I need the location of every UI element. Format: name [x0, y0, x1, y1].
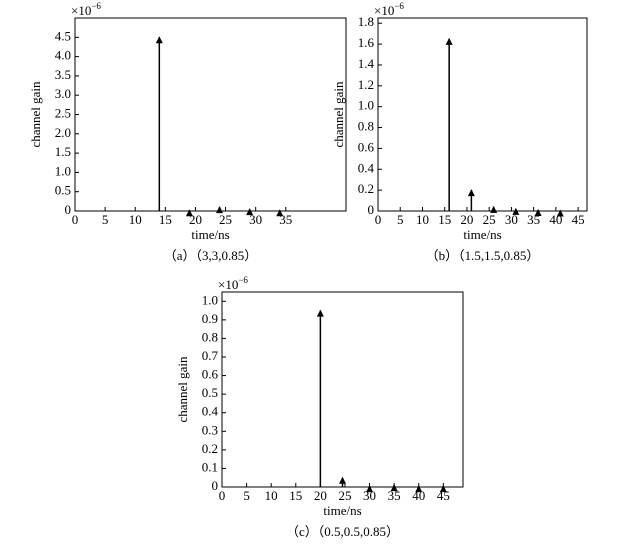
y-tick-label: 0.4	[358, 160, 375, 175]
y-tick-label: 1.6	[358, 35, 375, 50]
multiplier-base: ×10	[374, 3, 394, 18]
stem-head	[490, 205, 498, 213]
x-tick-label: 0	[219, 488, 226, 503]
y-tick-label: 3.5	[55, 67, 71, 82]
x-axis-label: time/ns	[191, 227, 229, 242]
x-tick-label: 25	[483, 212, 496, 227]
y-tick-label: 0.2	[202, 441, 218, 456]
y-tick-label: 1.2	[358, 77, 374, 92]
y-tick-label: 1.0	[202, 292, 218, 307]
stem-head	[185, 209, 193, 217]
stem-head	[512, 207, 520, 215]
axes-box	[74, 17, 347, 212]
x-tick-label: 25	[219, 212, 232, 227]
x-tick-label: 15	[159, 212, 172, 227]
y-tick-label: 4.0	[55, 48, 71, 63]
y-tick-label: 3.0	[55, 86, 71, 101]
y-tick-label: 1.4	[358, 56, 375, 71]
x-tick-label: 10	[129, 212, 142, 227]
stem-head	[155, 36, 163, 44]
y-tick-label: 2.5	[55, 105, 71, 120]
x-axis-label: time/ns	[463, 227, 501, 242]
multiplier-base: ×10	[218, 277, 238, 292]
y-tick-label: 4.5	[55, 28, 71, 43]
stem-head	[276, 209, 284, 217]
x-tick-label: 30	[249, 212, 262, 227]
y-tick-label: 1.5	[55, 144, 71, 159]
caption: （a）（3,3,0.85）	[164, 248, 258, 263]
x-tick-label: 45	[572, 212, 585, 227]
x-tick-label: 10	[416, 212, 429, 227]
y-tick-label: 0.9	[202, 311, 218, 326]
axes-box	[221, 291, 464, 488]
x-tick-label: 5	[397, 212, 404, 227]
stem-head	[415, 485, 423, 493]
stem-head	[467, 189, 475, 197]
x-tick-label: 15	[289, 488, 302, 503]
x-tick-label: 20	[314, 488, 327, 503]
y-tick-label: 0.5	[55, 183, 71, 198]
stem-head	[246, 208, 254, 216]
stem-head	[366, 485, 374, 493]
stem-head	[390, 484, 398, 492]
x-tick-label: 15	[438, 212, 451, 227]
y-tick-label: 0.6	[358, 139, 375, 154]
y-tick-label: 0.3	[202, 422, 218, 437]
stem-head	[339, 476, 346, 484]
x-axis-label: time/ns	[323, 503, 361, 518]
y-tick-label: 0.5	[202, 385, 218, 400]
stem-head	[216, 206, 224, 214]
y-multiplier: ×10−6	[374, 1, 404, 18]
y-tick-label: 0	[212, 478, 219, 493]
stem-head	[445, 37, 453, 45]
y-tick-label: 2.0	[55, 125, 71, 140]
y-axis-label: channel gain	[28, 81, 43, 148]
x-tick-label: 10	[265, 488, 278, 503]
x-tick-label: 35	[388, 488, 401, 503]
y-multiplier: ×10−6	[71, 1, 101, 18]
stem-head	[316, 309, 324, 317]
y-tick-label: 0.4	[202, 404, 219, 419]
axes-box	[377, 17, 588, 212]
y-tick-label: 1.0	[358, 98, 374, 113]
x-tick-label: 30	[505, 212, 518, 227]
y-tick-label: 0.8	[202, 329, 218, 344]
multiplier-base: ×10	[71, 3, 91, 18]
y-axis-label: channel gain	[331, 81, 346, 148]
x-tick-label: 5	[102, 212, 109, 227]
y-tick-label: 1.8	[358, 14, 374, 29]
y-tick-label: 0	[65, 202, 72, 217]
x-tick-label: 20	[460, 212, 473, 227]
y-tick-label: 0.2	[358, 181, 374, 196]
multiplier-exponent: −6	[91, 1, 101, 11]
y-tick-label: 0.7	[202, 348, 219, 363]
multiplier-exponent: −6	[394, 1, 404, 11]
multiplier-exponent: −6	[238, 275, 248, 285]
y-tick-label: 0.1	[202, 459, 218, 474]
caption: （c）（0.5,0.5,0.85）	[286, 524, 399, 539]
y-tick-label: 0.6	[202, 367, 219, 382]
x-tick-label: 25	[338, 488, 351, 503]
y-multiplier: ×10−6	[218, 275, 248, 292]
y-tick-label: 0.8	[358, 119, 374, 134]
x-tick-label: 0	[72, 212, 79, 227]
y-tick-label: 0	[368, 202, 375, 217]
stem-head	[534, 208, 542, 216]
x-tick-label: 5	[243, 488, 250, 503]
x-tick-label: 0	[375, 212, 382, 227]
stem-head	[439, 485, 447, 493]
y-tick-label: 1.0	[55, 163, 71, 178]
stem-head	[556, 209, 564, 217]
y-axis-label: channel gain	[175, 356, 190, 423]
caption: （b）（1.5,1.5,0.85）	[426, 248, 540, 263]
